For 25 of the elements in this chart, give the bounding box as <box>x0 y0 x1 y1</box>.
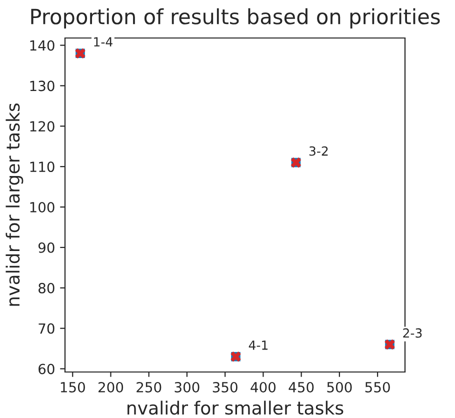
chart-title: Proportion of results based on priorities <box>31 8 440 28</box>
y-tick-label: 100 <box>30 202 54 212</box>
y-tick-label: 80 <box>38 282 54 294</box>
y-tick-label: 140 <box>30 40 54 51</box>
annotation: 4-1 <box>248 340 268 350</box>
x-tick-label: 400 <box>250 382 276 392</box>
y-tick-label: 110 <box>30 162 54 172</box>
x-tick-label: 150 <box>60 382 85 392</box>
annotation: 2-3 <box>403 328 422 338</box>
y-tick-label: 130 <box>30 80 54 92</box>
x-tick-label: 300 <box>174 382 200 392</box>
y-tick-label: 70 <box>38 323 54 334</box>
annotation: 1-4 <box>94 37 112 46</box>
x-tick-label: 250 <box>136 382 162 392</box>
x-tick-label: 350 <box>212 382 238 392</box>
y-tick-label: 60 <box>38 364 54 374</box>
y-axis-title: nvalidr for larger tasks <box>6 104 24 306</box>
x-tick-label: 200 <box>98 382 124 392</box>
x-tick-label: 550 <box>365 382 390 392</box>
x-tick-label: 450 <box>288 382 314 392</box>
y-tick-label: 90 <box>38 242 54 253</box>
y-tick-label: 120 <box>30 121 54 132</box>
x-axis-title: nvalidr for smaller tasks <box>128 400 344 415</box>
annotation: 3-2 <box>309 146 328 156</box>
x-tick-label: 500 <box>327 382 352 392</box>
